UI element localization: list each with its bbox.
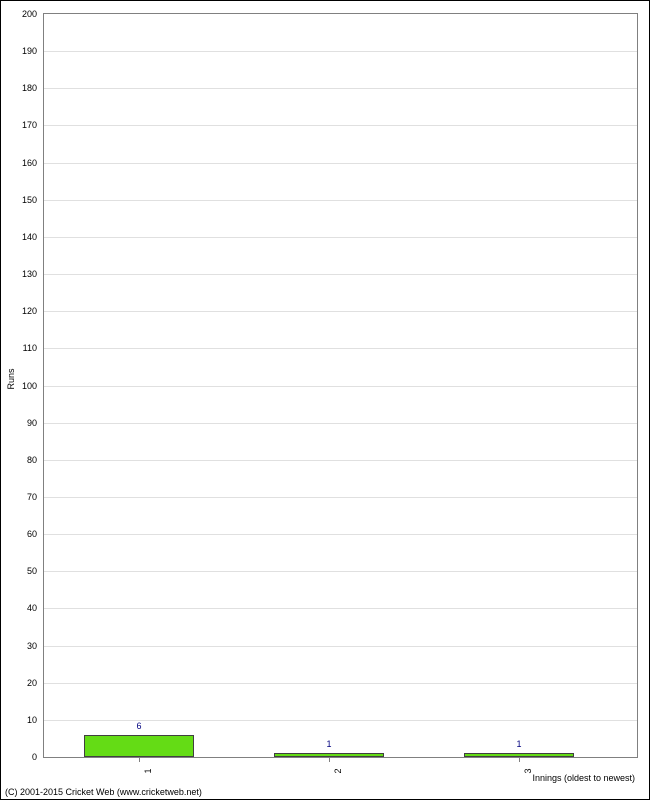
gridline <box>44 683 637 684</box>
y-tick-label: 140 <box>7 232 37 242</box>
y-tick-label: 190 <box>7 46 37 56</box>
x-tick-label: 1 <box>143 768 153 773</box>
bar <box>84 735 194 757</box>
gridline <box>44 608 637 609</box>
x-tick-label: 2 <box>333 768 343 773</box>
gridline <box>44 51 637 52</box>
plot-area <box>43 13 638 758</box>
gridline <box>44 534 637 535</box>
x-tick-mark <box>519 758 520 762</box>
chart-container: Runs Innings (oldest to newest) (C) 2001… <box>0 0 650 800</box>
gridline <box>44 200 637 201</box>
gridline <box>44 571 637 572</box>
gridline <box>44 88 637 89</box>
gridline <box>44 497 637 498</box>
gridline <box>44 646 637 647</box>
y-tick-label: 90 <box>7 418 37 428</box>
y-tick-label: 100 <box>7 381 37 391</box>
y-tick-label: 80 <box>7 455 37 465</box>
y-tick-label: 20 <box>7 678 37 688</box>
gridline <box>44 460 637 461</box>
x-tick-mark <box>329 758 330 762</box>
x-axis-label: Innings (oldest to newest) <box>532 773 635 783</box>
y-tick-label: 120 <box>7 306 37 316</box>
bar-value-label: 1 <box>326 739 331 749</box>
gridline <box>44 348 637 349</box>
copyright-text: (C) 2001-2015 Cricket Web (www.cricketwe… <box>5 787 202 797</box>
bar-value-label: 6 <box>136 721 141 731</box>
y-tick-label: 40 <box>7 603 37 613</box>
gridline <box>44 386 637 387</box>
gridline <box>44 163 637 164</box>
gridline <box>44 237 637 238</box>
y-tick-label: 180 <box>7 83 37 93</box>
x-tick-mark <box>139 758 140 762</box>
bar-value-label: 1 <box>516 739 521 749</box>
y-tick-label: 150 <box>7 195 37 205</box>
y-tick-label: 130 <box>7 269 37 279</box>
y-tick-label: 30 <box>7 641 37 651</box>
y-tick-label: 70 <box>7 492 37 502</box>
y-tick-label: 110 <box>7 343 37 353</box>
y-tick-label: 60 <box>7 529 37 539</box>
y-tick-label: 170 <box>7 120 37 130</box>
gridline <box>44 125 637 126</box>
gridline <box>44 311 637 312</box>
y-tick-label: 10 <box>7 715 37 725</box>
y-tick-label: 50 <box>7 566 37 576</box>
y-tick-label: 200 <box>7 9 37 19</box>
y-tick-label: 160 <box>7 158 37 168</box>
bar <box>274 753 384 757</box>
gridline <box>44 720 637 721</box>
x-tick-label: 3 <box>523 768 533 773</box>
gridline <box>44 423 637 424</box>
gridline <box>44 274 637 275</box>
bar <box>464 753 574 757</box>
y-tick-label: 0 <box>7 752 37 762</box>
